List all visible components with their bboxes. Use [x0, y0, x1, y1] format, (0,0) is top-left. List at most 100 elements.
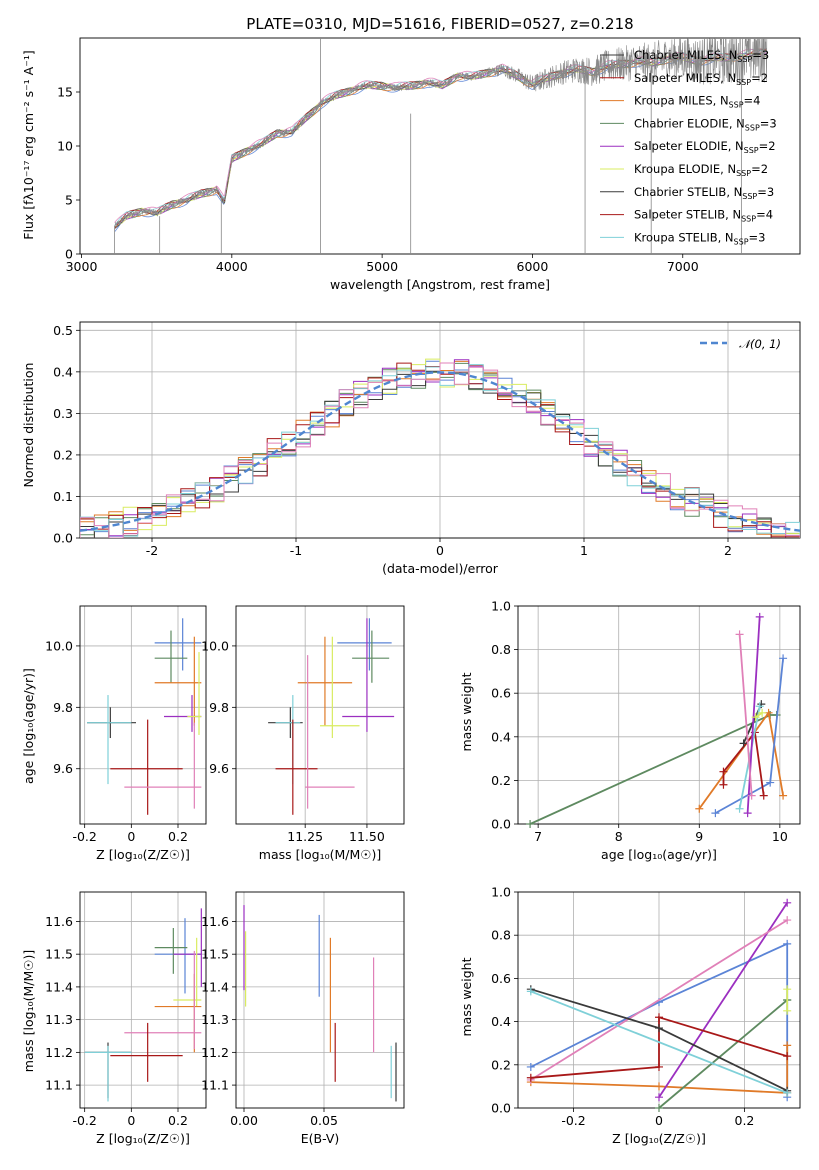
x-tick-label: 10	[772, 829, 788, 844]
y-tick-label: 0.0	[53, 531, 73, 546]
weight-marker	[526, 987, 535, 996]
errorbar-point	[124, 722, 202, 809]
y-tick-label: 9.6	[53, 761, 73, 776]
legend-label: Chabrier MILES, NSSP=3	[634, 48, 769, 64]
y-axis-label: Flux [fλ10⁻¹⁷ erg cm⁻² s⁻¹ A⁻¹]	[21, 50, 36, 239]
x-tick-label: 5000	[366, 259, 398, 274]
normal-curve	[80, 371, 800, 532]
weight-marker	[751, 713, 760, 722]
errorbar-point	[87, 695, 132, 785]
y-tick-label: 9.8	[53, 700, 73, 715]
y-tick-label: 11.1	[201, 1078, 229, 1093]
weight-marker	[783, 916, 792, 925]
axes-frame	[517, 605, 801, 825]
x-tick-label: 6000	[517, 259, 549, 274]
observed-spectrum	[114, 38, 768, 229]
age-vs-Z-points	[87, 618, 202, 815]
errorbar-point	[297, 636, 353, 726]
x-tick-label: 0.2	[735, 1113, 755, 1128]
y-tick-label: 11.3	[45, 1012, 73, 1027]
y-tick-label: 9.6	[209, 761, 229, 776]
y-tick-label: 9.8	[209, 700, 229, 715]
y-tick-label: 11.5	[201, 947, 229, 962]
weight-line-green	[658, 999, 788, 1109]
x-axis-label: wavelength [Angstrom, rest frame]	[330, 277, 550, 292]
weight-marker	[526, 1062, 535, 1071]
weight-marker	[783, 1041, 792, 1050]
axes-frame	[79, 891, 207, 1109]
weight-marker	[783, 898, 792, 907]
mass-vs-EBV-axes: 0.00 0.05 11.1 11.2 11.3 11.4 11.5 11.6 E(B-V)	[201, 891, 405, 1146]
axes-frame	[79, 321, 801, 539]
residuals-axes: -2 -1 0 1 2 0.0 0.1 0.2 0.3 0.4 0.5 (data-model)/er…	[21, 321, 801, 576]
weight-vs-Z-lines	[526, 898, 792, 1112]
errorbar-point	[124, 950, 202, 1050]
y-tick-label: 11.4	[201, 979, 229, 994]
weight-line-red	[722, 730, 765, 796]
y-tick-label: 0.2	[491, 773, 511, 788]
weight-marker	[783, 939, 792, 948]
figure-title: PLATE=0310, MJD=51616, FIBERID=0527, z=0…	[246, 15, 633, 33]
age-vs-mass-points	[268, 618, 395, 815]
x-axis-label: Z [log₁₀(Z/Z☉)]	[612, 1131, 706, 1146]
weight-marker	[655, 1093, 663, 1102]
y-axis-label: mass weight	[459, 957, 474, 1036]
x-tick-label: 9	[695, 829, 703, 844]
legend-label: Chabrier ELODIE, NSSP=3	[634, 116, 777, 132]
y-tick-label: 10	[57, 139, 73, 154]
errorbar-point	[275, 719, 318, 815]
axes-frame	[79, 605, 207, 825]
x-tick-label: 0	[436, 543, 444, 558]
weight-line-pink	[530, 919, 788, 1081]
errorbar-point	[164, 695, 202, 732]
errorbar-point	[173, 937, 202, 1007]
y-tick-label: 0.0	[491, 817, 511, 832]
errorbar-point	[110, 1022, 183, 1082]
weight-line-yellow	[755, 712, 763, 718]
weight-line-cyan	[530, 990, 788, 1094]
residuals-legend: 𝒩(0, 1)	[700, 337, 781, 351]
y-tick-label: 1.0	[491, 885, 511, 900]
weight-vs-Z-axes: -0.2 0 0.2 0.0 0.2 0.4 0.6 0.8 1.0 Z [log₁₀(Z/Z☉)…	[459, 885, 801, 1146]
legend-label: Salpeter STELIB, NSSP=4	[634, 208, 773, 224]
weight-marker	[526, 1073, 535, 1082]
y-tick-label: 0.3	[53, 406, 73, 421]
weight-marker	[735, 804, 744, 813]
y-tick-label: 0.4	[53, 364, 73, 379]
axes-frame	[235, 605, 405, 825]
y-tick-label: 1.0	[491, 599, 511, 614]
legend-label: Kroupa ELODIE, NSSP=2	[634, 162, 768, 178]
weight-marker	[695, 804, 704, 813]
x-tick-label: 11.50	[349, 829, 385, 844]
x-tick-label: 7	[534, 829, 542, 844]
weight-marker	[783, 985, 792, 994]
errorbar-point	[352, 630, 390, 683]
x-tick-label: 11.25	[287, 829, 323, 844]
age-vs-Z-axes: -0.2 0 0.2 9.6 9.8 10.0 Z [log₁₀(Z/Z☉)] age [lo…	[21, 605, 207, 862]
legend-label: Salpeter MILES, NSSP=2	[634, 71, 768, 87]
x-tick-label: -0.2	[561, 1113, 585, 1128]
errorbar-point	[337, 618, 392, 671]
spectrum-legend: Chabrier MILES, NSSP=3 Salpeter MILES, NS…	[600, 48, 777, 246]
x-tick-label: 0.05	[310, 1113, 338, 1128]
weight-marker	[655, 1013, 663, 1022]
weight-marker	[526, 820, 535, 828]
weight-marker	[743, 809, 752, 818]
y-tick-label: 15	[57, 85, 73, 100]
weight-marker	[766, 778, 775, 787]
weight-line-pink	[738, 634, 753, 796]
y-tick-label: 11.2	[201, 1045, 229, 1060]
y-axis-label: mass weight	[459, 672, 474, 751]
x-tick-label: 3000	[66, 259, 98, 274]
y-tick-label: 0.4	[491, 729, 511, 744]
weight-marker	[783, 1052, 792, 1061]
weight-marker	[757, 700, 766, 709]
x-tick-label: 2	[724, 543, 732, 558]
weight-marker	[758, 708, 767, 717]
y-tick-label: 0.4	[491, 1014, 511, 1029]
errorbar-point	[154, 928, 188, 974]
histograms	[80, 358, 800, 538]
legend-label: Chabrier STELIB, NSSP=3	[634, 185, 774, 201]
x-axis-label: age [log₁₀(age/yr)]	[601, 847, 717, 862]
